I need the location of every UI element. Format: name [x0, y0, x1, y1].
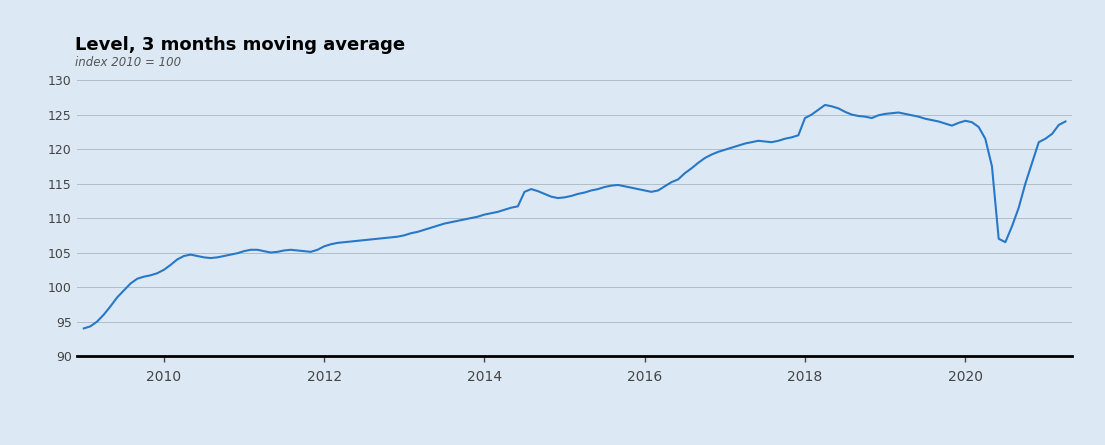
Text: index 2010 = 100: index 2010 = 100: [75, 56, 181, 69]
Text: Level, 3 months moving average: Level, 3 months moving average: [75, 36, 406, 53]
